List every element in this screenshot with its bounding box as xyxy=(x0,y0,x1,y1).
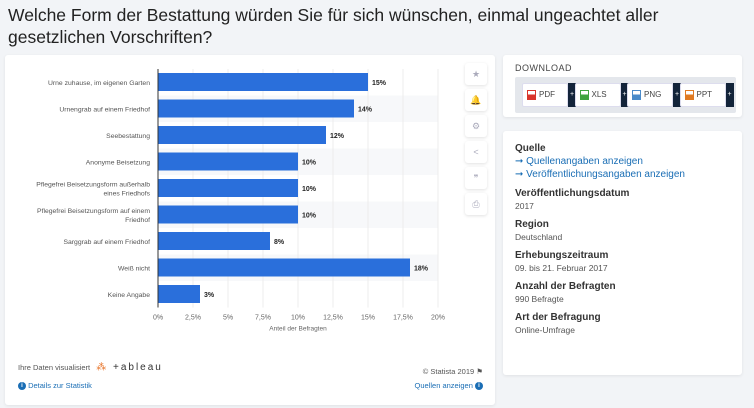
bar xyxy=(158,179,298,197)
flag-icon[interactable]: ⚑ xyxy=(476,367,483,376)
file-icon xyxy=(684,90,694,100)
quote-icon[interactable]: ❞ xyxy=(465,167,487,189)
button-label: PPT xyxy=(696,90,713,99)
tableau-logo: ⁂ +ableau xyxy=(96,362,163,373)
tableau-credit[interactable]: Ihre Daten visualisiert ⁂ +ableau xyxy=(18,362,163,373)
download-title: DOWNLOAD xyxy=(515,63,573,73)
count-title: Anzahl der Befragten xyxy=(515,281,616,292)
info-icon: i xyxy=(18,382,26,391)
x-tick-label: 0% xyxy=(153,315,163,322)
bar xyxy=(158,152,298,171)
data-label: 3% xyxy=(204,292,215,299)
star-icon[interactable]: ★ xyxy=(465,63,487,85)
download-pdf-button[interactable]: PDF + xyxy=(522,83,576,107)
button-label: PDF xyxy=(539,90,555,99)
data-label: 10% xyxy=(302,186,317,193)
tableau-label: Ihre Daten visualisiert xyxy=(18,363,91,372)
category-label: Weiß nicht xyxy=(118,266,150,273)
bar xyxy=(158,126,326,144)
download-xls-button[interactable]: XLS + xyxy=(574,83,629,107)
pub-date-title: Veröffentlichungsdatum xyxy=(515,188,630,199)
plus-icon[interactable]: + xyxy=(568,83,576,107)
data-label: 8% xyxy=(274,239,285,246)
category-label: Pflegefrei Beisetzungsform außerhalb eine… xyxy=(36,182,150,198)
period-title: Erhebungszeitraum xyxy=(515,250,609,261)
bar xyxy=(158,205,298,224)
x-tick-label: 20% xyxy=(431,315,445,322)
bar xyxy=(158,73,368,91)
category-label: Keine Angabe xyxy=(108,292,151,299)
data-label: 10% xyxy=(302,213,317,220)
data-label: 14% xyxy=(358,107,373,114)
data-label: 15% xyxy=(372,80,387,87)
bar xyxy=(158,258,410,277)
x-tick-label: 17,5% xyxy=(393,315,413,322)
copyright: © Statista 2019 ⚑ xyxy=(423,367,483,376)
details-link[interactable]: i Details zur Statistik xyxy=(18,381,92,391)
period: 09. bis 21. Februar 2017 xyxy=(515,263,608,273)
details-text: Details zur Statistik xyxy=(28,381,92,390)
print-icon[interactable]: ⎙ xyxy=(465,193,487,215)
plus-icon[interactable]: + xyxy=(673,83,681,107)
x-tick-label: 7,5% xyxy=(255,315,271,322)
bar xyxy=(158,232,270,250)
download-buttons: PDF + XLS + PNG + PPT + xyxy=(515,77,736,113)
sources-text: Quellen anzeigen xyxy=(414,381,473,390)
category-label: Urne zuhause, im eigenen Garten xyxy=(48,80,150,87)
bar xyxy=(158,285,200,303)
sources-link[interactable]: Quellen anzeigen i xyxy=(414,381,483,391)
count: 990 Befragte xyxy=(515,294,564,304)
file-icon xyxy=(632,90,641,100)
source-link[interactable]: ➞ Quellenangaben anzeigen xyxy=(515,156,643,167)
data-label: 12% xyxy=(330,133,345,140)
region: Deutschland xyxy=(515,232,563,242)
x-tick-label: 5% xyxy=(223,315,233,322)
file-icon xyxy=(579,90,589,100)
category-label: Urnengrab auf einem Friedhof xyxy=(59,107,150,114)
category-label: Pflegefrei Beisetzungsform auf einem Frie… xyxy=(37,208,150,224)
plus-icon[interactable]: + xyxy=(620,83,629,107)
info-box: Quelle ➞ Quellenangaben anzeigen ➞ Veröf… xyxy=(503,131,742,375)
info-icon: i xyxy=(475,382,483,391)
download-ppt-button[interactable]: PPT + xyxy=(679,83,734,107)
x-axis-label: Anteil der Befragten xyxy=(269,326,327,333)
file-icon xyxy=(527,90,536,100)
x-tick-label: 10% xyxy=(291,315,305,322)
button-label: PNG xyxy=(644,90,662,99)
x-tick-label: 15% xyxy=(361,315,375,322)
bar xyxy=(158,99,354,118)
survey-type-title: Art der Befragung xyxy=(515,312,601,323)
page-title: Welche Form der Bestattung würden Sie fü… xyxy=(8,5,659,47)
chart-panel: 0% 2,5% 5% 7,5% 10% 12,5% 15% 17,5% 20% Anteil de… xyxy=(5,55,495,405)
download-box: DOWNLOAD PDF + XLS + PNG + PPT + xyxy=(503,55,742,117)
data-label: 18% xyxy=(414,266,429,273)
download-png-button[interactable]: PNG + xyxy=(627,83,681,107)
copyright-text: © Statista 2019 xyxy=(422,367,475,376)
region-title: Region xyxy=(515,219,549,230)
source-title: Quelle xyxy=(515,143,546,154)
category-label: Sarggrab auf einem Friedhof xyxy=(63,239,150,246)
x-tick-label: 12,5% xyxy=(323,315,343,322)
bell-icon[interactable]: 🔔 xyxy=(465,89,487,111)
plus-icon[interactable]: + xyxy=(725,83,734,107)
survey-type: Online-Umfrage xyxy=(515,325,575,335)
gear-icon[interactable]: ⚙ xyxy=(465,115,487,137)
button-label: XLS xyxy=(591,90,607,99)
category-label: Seebestattung xyxy=(106,133,150,140)
pub-date: 2017 xyxy=(515,201,534,211)
share-icon[interactable]: < xyxy=(465,141,487,163)
x-tick-label: 2,5% xyxy=(185,315,201,322)
category-label: Anonyme Beisetzung xyxy=(86,160,150,167)
data-label: 10% xyxy=(302,160,317,167)
publication-link[interactable]: ➞ Veröffentlichungsangaben anzeigen xyxy=(515,169,685,180)
bar-chart: 0% 2,5% 5% 7,5% 10% 12,5% 15% 17,5% 20% Anteil de… xyxy=(36,69,445,333)
